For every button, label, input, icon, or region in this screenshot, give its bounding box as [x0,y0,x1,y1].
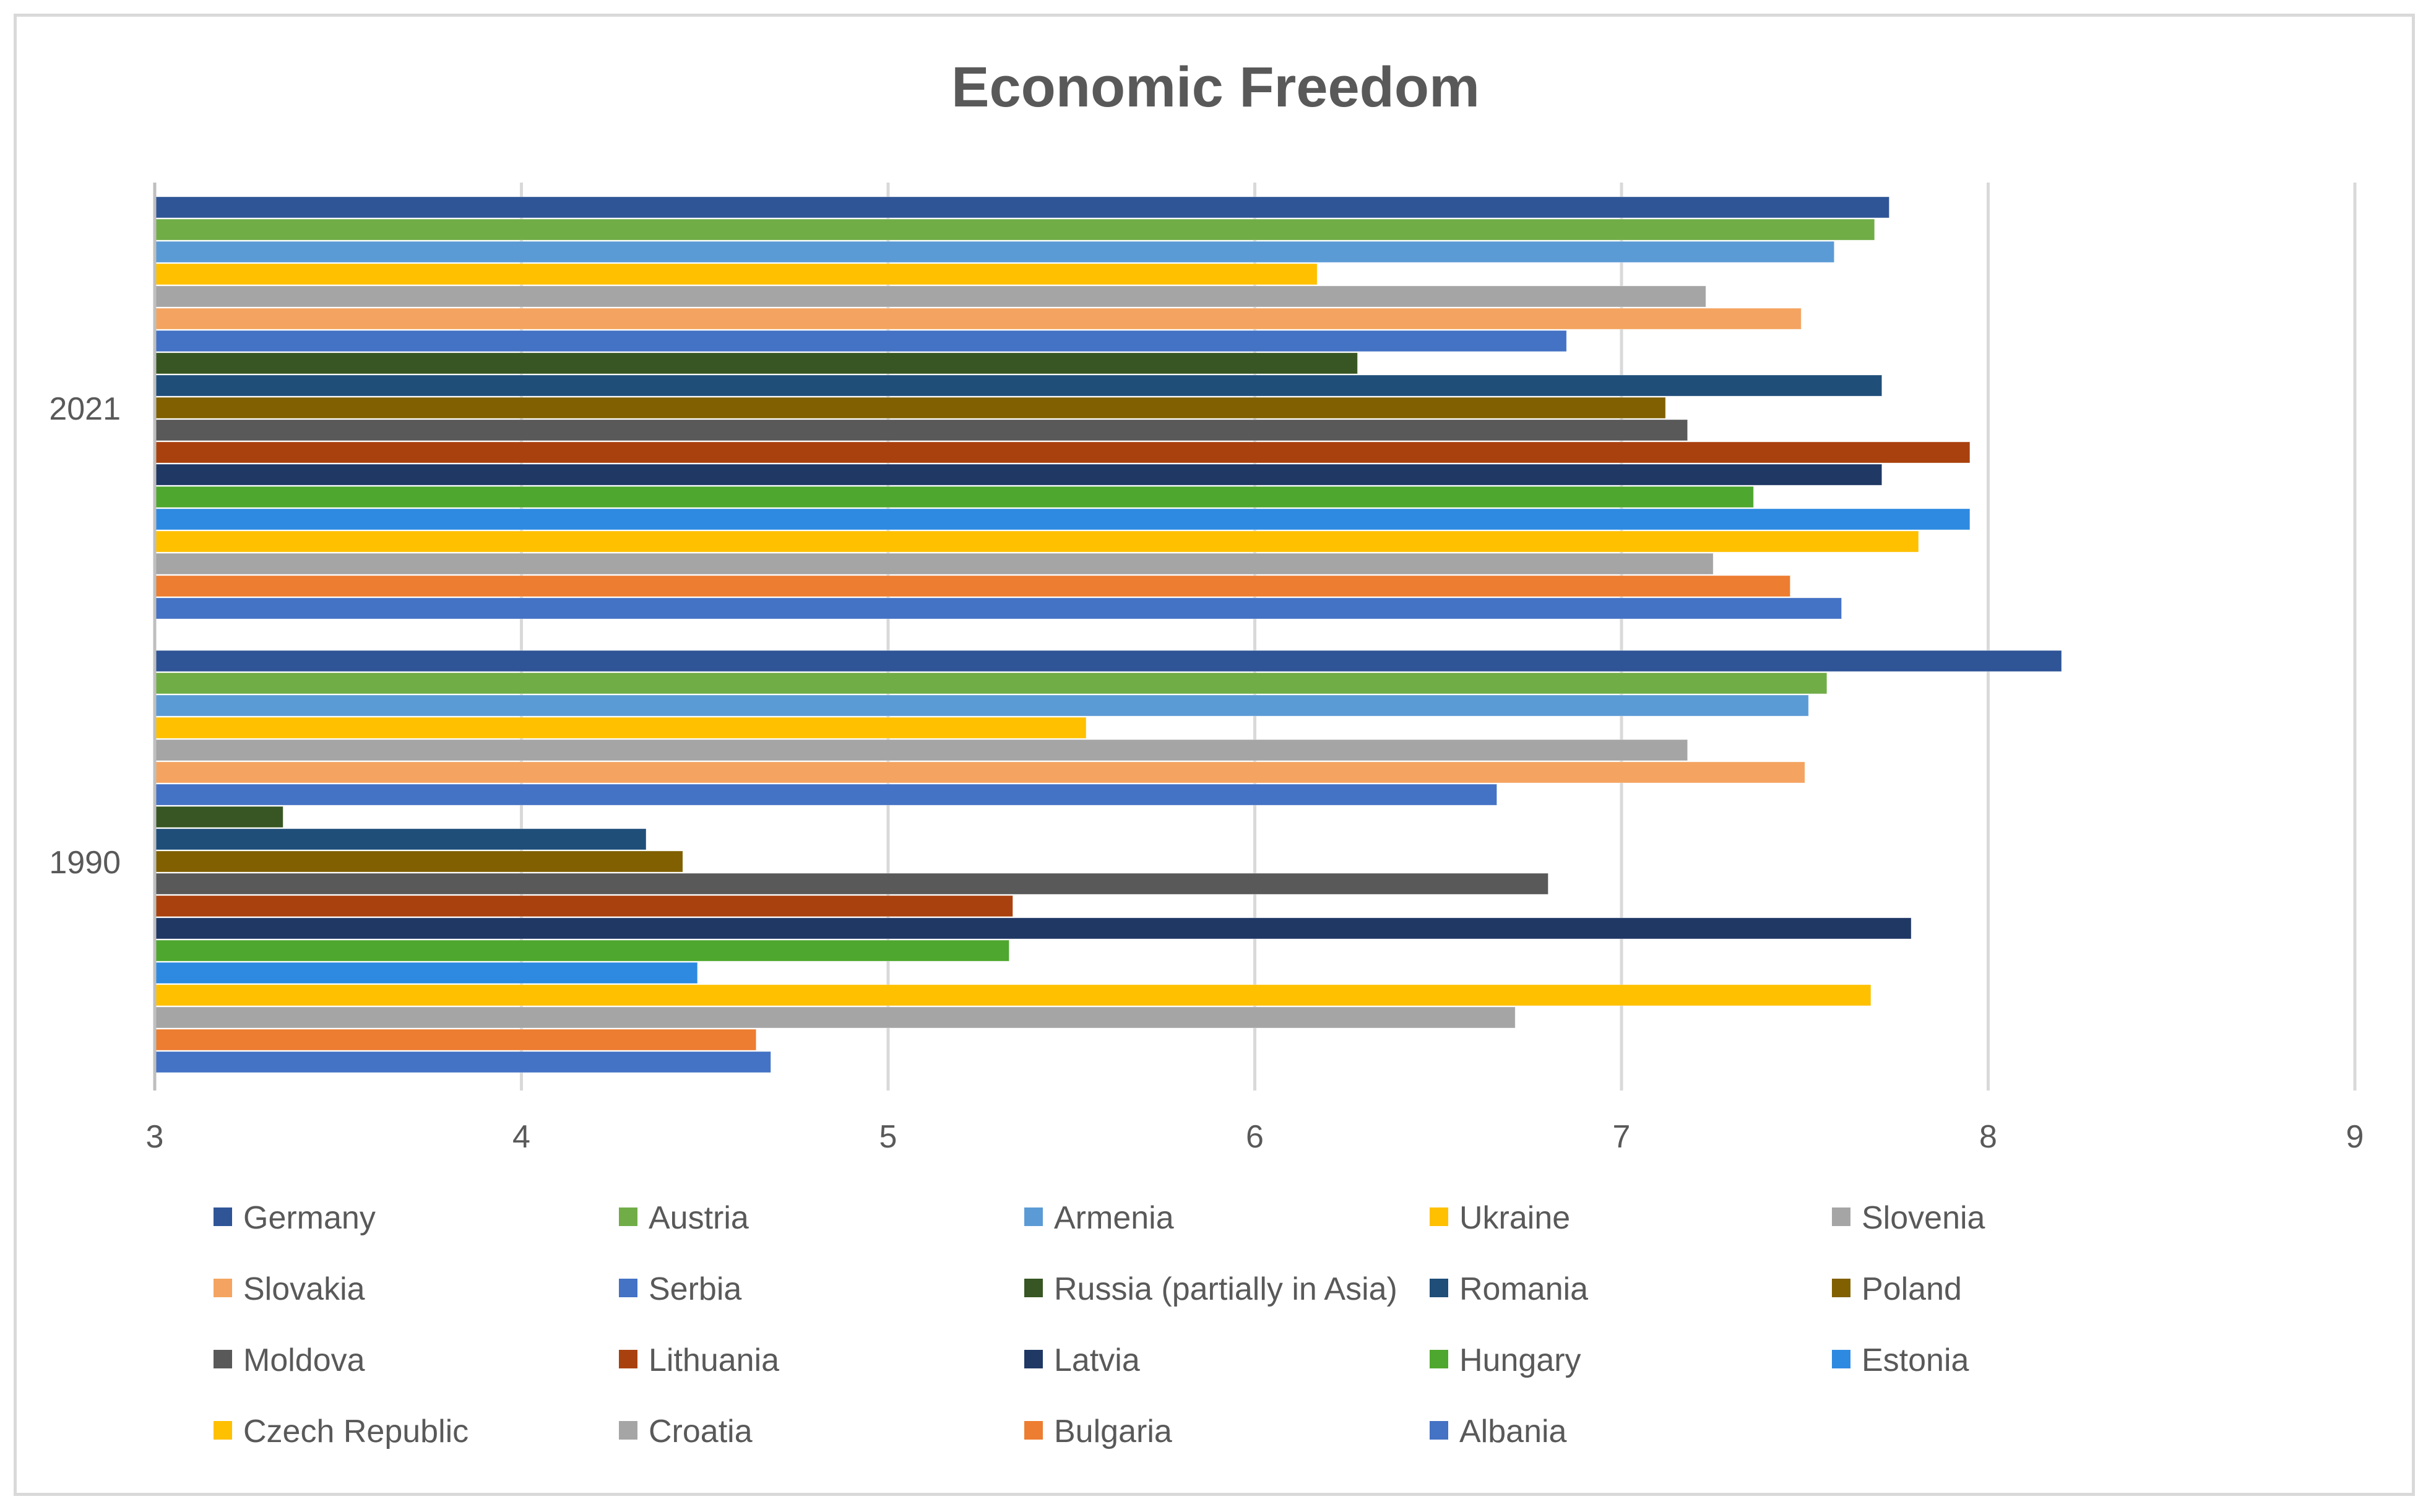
bar-poland-1990 [154,850,683,873]
bar-slovenia-2021 [154,285,1706,308]
axes: 3 4 5 6 7 8 9 2021 1990 [49,183,2364,1155]
x-tick-label: 7 [1613,1119,1631,1155]
legend-label: Latvia [1054,1342,1140,1378]
legend-label: Poland [1862,1271,1962,1307]
legend-label: Armenia [1054,1200,1174,1236]
x-tick-label: 3 [146,1119,164,1155]
bar-czech-republic-2021 [154,530,1919,553]
bar-latvia-1990 [154,917,1912,940]
legend-label: Lithuania [649,1342,779,1378]
legend-label: Czech Republic [243,1414,468,1449]
bar-moldova-1990 [154,873,1548,895]
legend-swatch [1024,1421,1043,1440]
bar-ukraine-2021 [154,263,1318,285]
bar-lithuania-2021 [154,441,1971,464]
legend-swatch [1024,1279,1043,1297]
legend-swatch [1430,1279,1448,1297]
legend-swatch [1430,1421,1448,1440]
bar-armenia-1990 [154,694,1809,717]
legend-label: Albania [1459,1414,1567,1449]
legend-label: Slovenia [1862,1200,1985,1236]
legend-label: Bulgaria [1054,1414,1172,1449]
x-tick-label: 6 [1246,1119,1264,1155]
bar-germany-2021 [154,196,1890,218]
x-tick-label: 8 [1979,1119,1997,1155]
bar-romania-1990 [154,828,647,850]
legend-swatch [619,1207,637,1226]
bar-ukraine-1990 [154,717,1087,739]
bar-albania-1990 [154,1051,771,1073]
bar-germany-1990 [154,650,2062,672]
bar-armenia-2021 [154,241,1835,263]
legend-label: Germany [243,1200,376,1236]
legend-swatch [1832,1207,1850,1226]
legend-swatch [1832,1279,1850,1297]
chart-title: Economic Freedom [951,56,1480,119]
bar-russia-partially-in-asia-1990 [154,806,283,828]
bar-hungary-1990 [154,940,1010,962]
legend-label: Estonia [1862,1342,1969,1378]
legend-swatch [214,1279,232,1297]
bar-hungary-2021 [154,486,1754,508]
bar-albania-2021 [154,597,1842,620]
legend-swatch [1024,1207,1043,1226]
bar-latvia-2021 [154,464,1883,486]
legend-label: Croatia [649,1414,753,1449]
bar-russia-partially-in-asia-2021 [154,352,1358,374]
legend-label: Russia (partially in Asia) [1054,1271,1397,1307]
legend-swatch [214,1421,232,1440]
bar-moldova-2021 [154,419,1688,441]
bar-czech-republic-1990 [154,984,1872,1006]
legend-swatch [619,1279,637,1297]
legend-swatch [619,1421,637,1440]
bar-croatia-2021 [154,553,1714,575]
y-category-label: 1990 [49,845,121,881]
legend-swatch [1832,1350,1850,1368]
legend-swatch [1430,1207,1448,1226]
legend-swatch [619,1350,637,1368]
legend-swatch [214,1350,232,1368]
y-category-label: 2021 [49,391,121,427]
x-tick-label: 9 [2346,1119,2364,1155]
bar-croatia-1990 [154,1006,1516,1029]
legend-label: Ukraine [1459,1200,1570,1236]
legend-label: Romania [1459,1271,1588,1307]
legend-swatch [214,1207,232,1226]
bar-austria-1990 [154,672,1828,694]
legend-swatch [1024,1350,1043,1368]
legend-label: Slovakia [243,1271,365,1307]
bar-bulgaria-2021 [154,575,1791,597]
x-tick-label: 5 [879,1119,897,1155]
bar-estonia-1990 [154,962,698,984]
legend-swatch [1430,1350,1448,1368]
bars [154,196,2062,1073]
bar-slovenia-1990 [154,739,1688,761]
bar-slovakia-2021 [154,308,1802,330]
legend-label: Moldova [243,1342,365,1378]
bar-serbia-2021 [154,330,1567,352]
bar-serbia-1990 [154,784,1498,806]
bar-slovakia-1990 [154,761,1805,784]
legend: Germany Austria Armenia Ukraine Slovenia Slov… [214,1200,1985,1449]
bar-estonia-2021 [154,508,1971,530]
bar-poland-2021 [154,397,1666,419]
bar-austria-2021 [154,218,1875,241]
x-tick-label: 4 [512,1119,530,1155]
bar-romania-2021 [154,374,1883,397]
legend-label: Austria [649,1200,749,1236]
legend-label: Serbia [649,1271,741,1307]
bar-lithuania-1990 [154,895,1013,917]
bar-bulgaria-1990 [154,1029,757,1051]
legend-label: Hungary [1459,1342,1581,1378]
